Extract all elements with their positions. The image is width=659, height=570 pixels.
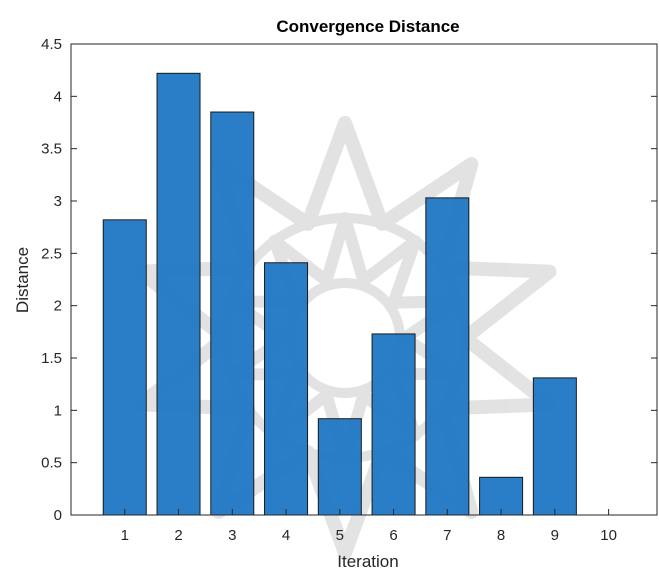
x-tick-label: 7 xyxy=(443,527,451,544)
bar-iteration-7 xyxy=(425,197,470,516)
bar-iteration-2 xyxy=(156,72,201,516)
y-tick-label: 3 xyxy=(54,193,62,210)
bar-iteration-1 xyxy=(102,219,147,516)
plot-box xyxy=(70,43,658,516)
y-axis-label: Distance xyxy=(13,247,32,313)
y-tick-label: 1 xyxy=(54,402,62,419)
x-ticks: 1 2 3 4 5 6 7 8 9 10 xyxy=(121,509,617,544)
y-tick-label: 0.5 xyxy=(41,455,62,472)
bar-iteration-6 xyxy=(371,333,416,516)
bar-iteration-8 xyxy=(479,476,524,516)
y-tick-label: 2.5 xyxy=(41,245,62,262)
x-tick-label: 9 xyxy=(551,527,559,544)
x-tick-label: 5 xyxy=(336,527,344,544)
bar-iteration-4 xyxy=(264,262,309,516)
y-tick-label: 2 xyxy=(54,298,62,315)
chart-title: Convergence Distance xyxy=(276,17,459,36)
y-tick-label: 0 xyxy=(54,507,62,524)
x-tick-label: 2 xyxy=(174,527,182,544)
x-tick-label: 3 xyxy=(228,527,236,544)
x-tick-label: 10 xyxy=(600,527,617,544)
bar-iteration-9 xyxy=(532,377,577,516)
y-tick-label: 3.5 xyxy=(41,141,62,158)
x-axis-label: Iteration xyxy=(337,552,398,570)
bar-iteration-5 xyxy=(317,418,362,516)
x-tick-label: 8 xyxy=(497,527,505,544)
y-tick-label: 4.5 xyxy=(41,36,62,53)
x-tick-label: 6 xyxy=(389,527,397,544)
y-tick-label: 1.5 xyxy=(41,350,62,367)
x-tick-label: 4 xyxy=(282,527,290,544)
bars-group xyxy=(102,72,577,516)
x-tick-label: 1 xyxy=(121,527,129,544)
y-tick-label: 4 xyxy=(54,88,62,105)
bar-iteration-3 xyxy=(210,111,255,516)
